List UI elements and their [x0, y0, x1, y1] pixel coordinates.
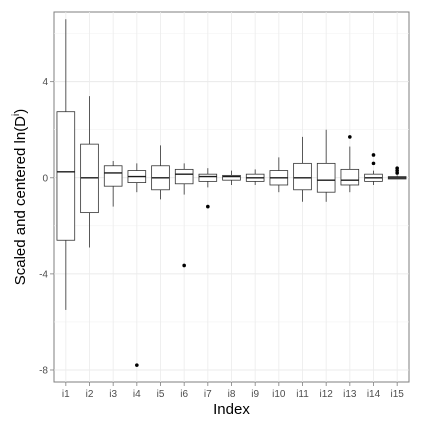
x-tick-label: i5: [157, 389, 165, 400]
y-tick-label: -4: [39, 269, 48, 280]
box-i15: [387, 166, 407, 180]
y-tick-label: -8: [39, 365, 48, 376]
outlier-point: [206, 204, 210, 209]
outlier-point: [371, 161, 376, 166]
x-tick-label: i10: [272, 389, 286, 400]
box-i11: [293, 136, 312, 202]
y-axis-title-suffix: ): [12, 109, 29, 114]
box-i6: [174, 163, 194, 268]
box-i12: [316, 129, 336, 202]
x-tick-label: i9: [251, 389, 259, 400]
x-tick-label: i3: [109, 389, 117, 400]
x-tick-label: i1: [62, 389, 70, 400]
box-body: [340, 168, 360, 186]
y-axis-title-superscript: i: [11, 114, 22, 116]
outlier-point: [348, 135, 352, 139]
box-body: [316, 162, 336, 193]
x-tick-label: i11: [296, 389, 309, 400]
x-tick-label: i7: [204, 389, 212, 400]
box-body: [174, 168, 194, 185]
x-tick-label: i15: [390, 389, 404, 400]
x-tick-label: i2: [86, 389, 94, 400]
box-i4: [127, 163, 147, 367]
box-body: [198, 173, 218, 182]
x-tick-label: i8: [228, 389, 236, 400]
box-body: [103, 165, 123, 187]
x-tick-label: i6: [180, 389, 188, 400]
box-i5: [151, 145, 170, 200]
x-tick-label: i13: [343, 389, 357, 400]
box-body: [56, 111, 76, 241]
x-tick-label: i12: [319, 389, 333, 400]
y-tick-label: 0: [42, 173, 48, 184]
y-tick-label: 4: [42, 77, 48, 88]
boxes: [56, 19, 407, 367]
x-tick-label: i14: [367, 389, 381, 400]
box-i14: [364, 153, 383, 185]
outlier-point: [182, 263, 186, 268]
box-body: [222, 174, 241, 181]
y-axis-title: Scaled and centered ln(Di): [11, 109, 29, 286]
x-tick-label: i4: [133, 389, 141, 400]
outlier-point: [135, 363, 139, 367]
box-i1: [56, 19, 76, 310]
box-i2: [80, 96, 99, 248]
y-axis-title-main: Scaled and centered ln(D: [12, 116, 29, 285]
box-i9: [245, 169, 265, 185]
box-i3: [103, 160, 123, 207]
box-body: [293, 162, 312, 191]
axes: -8 -4 0 4 i1 i2 i3 i4 i5 i6 i7 i8 i9 i10 i11 i12 i13 i14 i…: [39, 77, 404, 400]
box-i7: [198, 168, 218, 209]
box-i10: [269, 157, 289, 193]
x-axis-title: Index: [213, 401, 250, 418]
box-i8: [222, 170, 241, 185]
outlier-point: [371, 153, 376, 157]
outlier-point: [395, 166, 399, 170]
box-i13: [340, 135, 360, 193]
